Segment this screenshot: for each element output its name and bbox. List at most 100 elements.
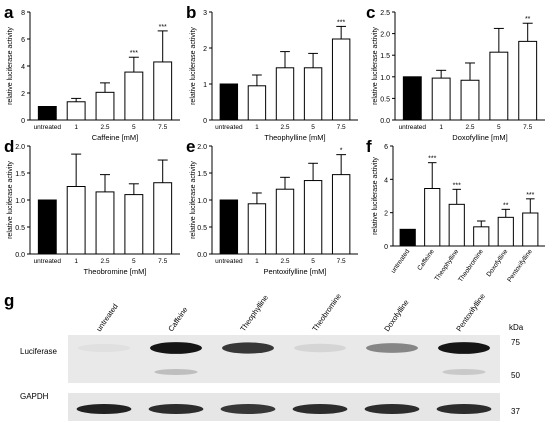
y-tick-label-c: 0.5 — [380, 96, 390, 103]
x-tick-label-f: untreated — [390, 248, 412, 275]
x-tick-label-b: 5 — [311, 124, 315, 131]
chart-panel-c: 0.0 0.5 1.0 1.5 2.0 2.5 relative luciferase ac… — [372, 10, 545, 142]
gapdh-band — [436, 404, 492, 414]
significance-f-5: *** — [526, 192, 534, 199]
chart-panel-d: 0.0 0.5 1.0 1.5 2.0 relative luciferase activ… — [7, 144, 180, 276]
x-tick-label-a: 1 — [74, 124, 78, 131]
x-tick-label-d: 2.5 — [100, 258, 109, 265]
bar-b-0 — [219, 83, 239, 121]
y-tick-label-e: 2.0 — [197, 144, 207, 151]
bar-c-2 — [460, 79, 480, 121]
x-tick-label-a: 7.5 — [158, 124, 167, 131]
gapdh-band — [292, 404, 348, 414]
significance-f-2: *** — [453, 182, 461, 189]
bar-e-0 — [219, 199, 239, 255]
y-tick-label-f: 6 — [384, 144, 388, 151]
chart-panel-a: 0 2 4 6 8 relative luciferase activity untreat… — [7, 10, 180, 142]
marker-50: 50 — [511, 371, 520, 380]
x-tick-label-f: Caffeine — [416, 248, 436, 272]
bar-c-4 — [518, 40, 538, 121]
luciferase-band — [366, 343, 418, 353]
y-tick-label-c: 0.0 — [380, 118, 390, 125]
lane-label: Theobromine — [310, 292, 343, 333]
x-tick-label-b: 1 — [255, 124, 259, 131]
bar-e-4 — [331, 174, 351, 255]
bar-d-1 — [66, 186, 86, 255]
y-tick-label-c: 2.5 — [380, 10, 390, 17]
y-tick-label-c: 2.0 — [380, 32, 390, 39]
lane-label: Caffeine — [166, 305, 189, 333]
x-axis-label-a: Caffeine [mM] — [92, 133, 139, 142]
x-tick-label-d: 7.5 — [158, 258, 167, 265]
y-tick-label-d: 0.0 — [15, 252, 25, 259]
x-axis-label-c: Doxofylline [mM] — [452, 133, 507, 142]
y-tick-label-b: 2 — [203, 46, 207, 53]
y-tick-label-c: 1.5 — [380, 53, 390, 60]
y-tick-label-a: 6 — [21, 37, 25, 44]
luciferase-lower-band — [154, 369, 198, 375]
marker-75: 75 — [511, 338, 520, 347]
y-axis-label-b: relative luciferase activity — [190, 27, 197, 105]
bar-a-0 — [37, 106, 57, 121]
x-tick-label-e: 1 — [255, 258, 259, 265]
bar-f-3 — [473, 226, 490, 247]
top-membrane — [68, 335, 500, 383]
x-tick-label-a: 2.5 — [100, 124, 109, 131]
x-tick-label-c: 7.5 — [523, 124, 532, 131]
x-tick-label-b: 7.5 — [337, 124, 346, 131]
bar-e-3 — [303, 180, 323, 255]
panel-letter-e: e — [186, 137, 195, 156]
luciferase-lower-band — [442, 369, 486, 375]
bar-c-0 — [402, 76, 422, 121]
y-tick-label-d: 1.5 — [15, 171, 25, 178]
panel-letter-b: b — [186, 3, 196, 22]
chart-panel-f: 0 2 4 6 relative luciferase activity untreate… — [372, 144, 545, 284]
x-tick-label-d: 1 — [74, 258, 78, 265]
bar-c-1 — [431, 77, 451, 121]
y-tick-label-a: 4 — [21, 64, 25, 71]
significance-a-3: *** — [130, 50, 138, 57]
x-tick-label-c: 1 — [439, 124, 443, 131]
x-tick-label-e: untreated — [215, 258, 243, 265]
gapdh-band — [76, 404, 132, 414]
y-tick-label-b: 1 — [203, 82, 207, 89]
panel-letter-a: a — [4, 3, 14, 22]
y-tick-label-c: 1.0 — [380, 75, 390, 82]
panel-letter-d: d — [4, 137, 14, 156]
bar-a-2 — [95, 91, 115, 121]
marker-37: 37 — [511, 407, 520, 416]
bar-f-5 — [522, 212, 539, 247]
gapdh-band — [220, 404, 276, 414]
blot-lane-labels: untreated Caffeine Theophylline Theobromine… — [94, 292, 487, 333]
y-tick-label-f: 0 — [384, 244, 388, 251]
bar-f-4 — [497, 216, 514, 247]
x-tick-label-f: Theobromine — [457, 248, 485, 284]
significance-e-4: * — [340, 148, 343, 155]
y-tick-label-e: 1.0 — [197, 198, 207, 205]
x-tick-label-b: 2.5 — [280, 124, 289, 131]
y-tick-label-d: 2.0 — [15, 144, 25, 151]
lane-label: untreated — [94, 302, 120, 333]
y-axis-label-c: relative luciferase activity — [372, 27, 379, 105]
significance-f-1: *** — [428, 156, 436, 163]
lane-label: Pentoxifylline — [454, 292, 487, 333]
bar-a-3 — [124, 71, 144, 121]
bar-a-4 — [153, 61, 173, 121]
western-blot: untreated Caffeine Theophylline Theobromine… — [20, 292, 524, 421]
chart-panel-b: 0 1 2 3 relative luciferase activity untreate… — [190, 10, 358, 142]
luciferase-band — [78, 343, 130, 353]
bar-b-4 — [331, 38, 351, 121]
y-axis-label-d: relative luciferase activity — [7, 161, 14, 239]
y-tick-label-f: 2 — [384, 211, 388, 218]
y-axis-label-e: relative luciferase activity — [190, 161, 197, 239]
luciferase-band — [222, 342, 274, 354]
x-tick-label-d: untreated — [34, 258, 62, 265]
panel-letter-f: f — [366, 137, 372, 156]
x-tick-label-f: Pentoxifylline — [506, 248, 534, 284]
x-axis-label-d: Theobromine [mM] — [84, 267, 147, 276]
x-tick-label-c: 5 — [497, 124, 501, 131]
y-tick-label-a: 0 — [21, 118, 25, 125]
x-tick-label-f: Doxofylline — [485, 248, 509, 278]
